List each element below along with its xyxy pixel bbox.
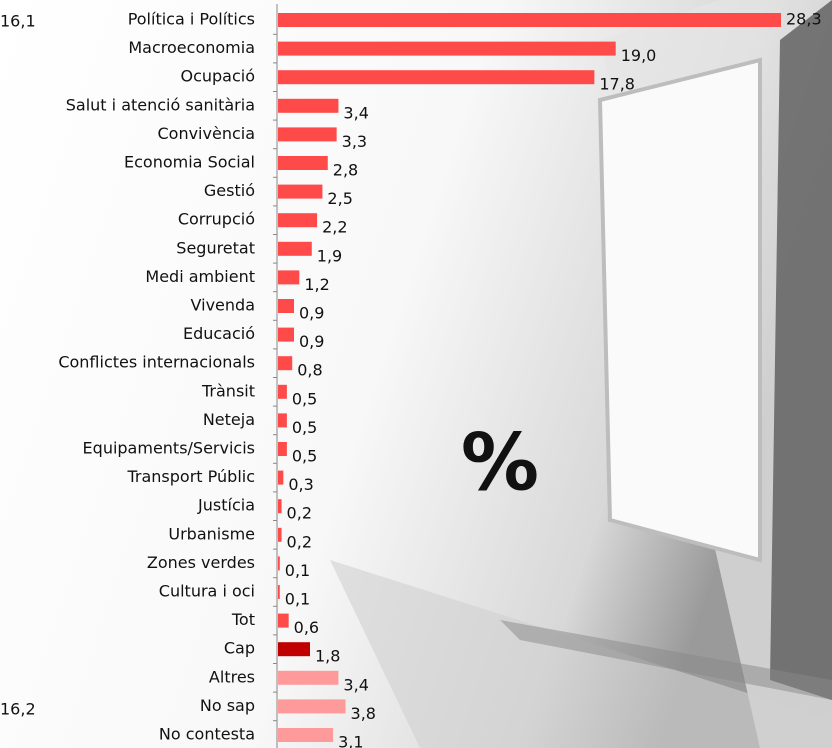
- bar: [278, 499, 282, 513]
- bar: [278, 328, 294, 342]
- category-label: Ocupació: [180, 67, 255, 86]
- value-label: 2,2: [322, 218, 347, 237]
- category-label: Equipaments/Servicis: [83, 439, 255, 458]
- category-label: Política i Polítics: [128, 10, 255, 29]
- value-label: 3,1: [338, 733, 363, 748]
- bar: [278, 127, 337, 141]
- bar: [278, 270, 299, 284]
- bar: [278, 614, 289, 628]
- bar: [278, 242, 312, 256]
- value-label: 0,5: [292, 418, 317, 437]
- value-label: 2,8: [333, 161, 358, 180]
- value-label: 3,4: [343, 103, 368, 122]
- value-label: 3,8: [351, 704, 376, 723]
- bar: [278, 413, 287, 427]
- bar: [278, 556, 280, 570]
- side-label: 16,1: [0, 12, 36, 31]
- bar: [278, 13, 781, 27]
- value-label: 0,9: [299, 332, 324, 351]
- category-label: Transport Públic: [126, 467, 255, 486]
- value-label: 0,1: [285, 590, 310, 609]
- value-label: 0,2: [287, 504, 312, 523]
- category-label: Cap: [224, 639, 255, 658]
- value-label: 0,5: [292, 447, 317, 466]
- bar: [278, 671, 338, 685]
- value-label: 0,3: [288, 475, 313, 494]
- category-label: Justícia: [197, 496, 255, 515]
- category-label: No contesta: [159, 725, 255, 744]
- category-label: Macroeconomia: [128, 38, 255, 57]
- bar: [278, 699, 346, 713]
- category-label: Convivència: [157, 124, 255, 143]
- category-label: Seguretat: [176, 238, 255, 257]
- value-label: 3,4: [343, 675, 368, 694]
- bar: [278, 728, 333, 742]
- bar: [278, 42, 616, 56]
- bar: [278, 356, 292, 370]
- value-label: 0,5: [292, 389, 317, 408]
- category-label: Vivenda: [191, 296, 255, 315]
- category-label: Cultura i oci: [159, 582, 255, 601]
- value-label: 0,2: [287, 532, 312, 551]
- bar: [278, 299, 294, 313]
- value-label: 0,9: [299, 304, 324, 323]
- category-label: Tot: [231, 610, 255, 629]
- category-label: Urbanisme: [168, 524, 255, 543]
- value-label: 19,0: [621, 46, 657, 65]
- bar: [278, 70, 594, 84]
- category-label: Conflictes internacionals: [58, 353, 255, 372]
- side-label: 16,2: [0, 700, 36, 719]
- category-label: Salut i atenció sanitària: [66, 95, 255, 114]
- category-label: Corrupció: [178, 210, 255, 229]
- bar: [278, 213, 317, 227]
- category-label: Medi ambient: [145, 267, 255, 286]
- annotation: %: [461, 418, 539, 508]
- value-label: 17,8: [599, 75, 635, 94]
- value-label: 1,8: [315, 647, 340, 666]
- bar: [278, 385, 287, 399]
- chart: % 16,1 16,2 Política i Polítics 28,3 Macro…: [0, 0, 832, 748]
- bar: [278, 471, 283, 485]
- category-label: Altres: [209, 667, 255, 686]
- category-label: Economia Social: [124, 153, 255, 172]
- bar: [278, 99, 338, 113]
- value-label: 2,5: [327, 189, 352, 208]
- bar: [278, 156, 328, 170]
- value-label: 0,8: [297, 361, 322, 380]
- value-label: 28,3: [786, 10, 822, 29]
- value-label: 1,9: [317, 246, 342, 265]
- value-label: 3,3: [342, 132, 367, 151]
- category-label: Educació: [183, 324, 255, 343]
- bar: [278, 185, 322, 199]
- bar: [278, 528, 282, 542]
- category-label: Neteja: [203, 410, 255, 429]
- bar: [278, 585, 280, 599]
- category-label: No sap: [200, 696, 255, 715]
- category-label: Trànsit: [201, 381, 255, 400]
- bar: [278, 642, 310, 656]
- category-label: Gestió: [204, 181, 255, 200]
- category-label: Zones verdes: [147, 553, 255, 572]
- bar: [278, 442, 287, 456]
- value-label: 1,2: [304, 275, 329, 294]
- value-label: 0,1: [285, 561, 310, 580]
- value-label: 0,6: [294, 618, 319, 637]
